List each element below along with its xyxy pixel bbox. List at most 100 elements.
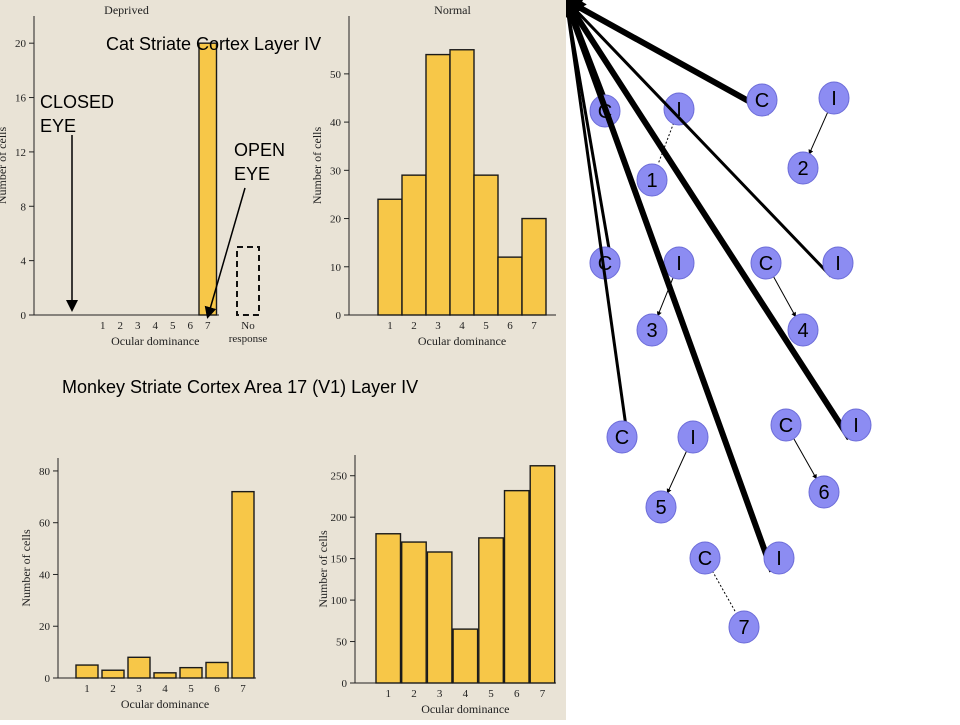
cortical-cell-node-label: 2 bbox=[797, 158, 808, 180]
bar-1 bbox=[377, 198, 403, 316]
chart-3: 0 20 40 60 80 1 2 3 4 5 6 7 Ocular dominance Number o… bbox=[19, 458, 256, 711]
x-tick-label: 6 bbox=[188, 320, 194, 332]
ipsilateral-eye-node-label: I bbox=[676, 99, 682, 121]
bar-6 bbox=[503, 489, 530, 684]
contralateral-eye-node bbox=[770, 408, 802, 442]
cortical-cell-node-label: 1 bbox=[646, 170, 657, 192]
y-tick-label: 250 bbox=[331, 471, 348, 483]
bar-7 bbox=[529, 465, 556, 684]
ipsilateral-eye-node bbox=[840, 408, 872, 442]
bar-5 bbox=[473, 174, 499, 316]
contra-connection bbox=[772, 275, 796, 318]
x-axis-label: Ocular dominance bbox=[111, 334, 199, 348]
x-tick-label: 5 bbox=[483, 320, 489, 332]
cortical-cell-node bbox=[728, 610, 760, 644]
bar-4 bbox=[153, 672, 177, 679]
x-tick-label: 5 bbox=[488, 688, 494, 700]
bar-3 bbox=[426, 551, 453, 684]
cortical-cell-node-label: 7 bbox=[738, 617, 749, 639]
cortical-cell-node bbox=[787, 313, 819, 347]
contralateral-eye-node-label: C bbox=[755, 90, 769, 112]
cortical-cell-node-label: 3 bbox=[646, 320, 657, 342]
cortical-cell-node bbox=[808, 475, 840, 509]
bar-6 bbox=[497, 256, 523, 316]
contra-connection bbox=[711, 570, 737, 613]
no-response-label-line1: No bbox=[241, 320, 255, 332]
bar-4 bbox=[452, 628, 479, 684]
contra-connection bbox=[792, 437, 817, 480]
bar-7 bbox=[231, 490, 255, 679]
y-tick-label: 40 bbox=[39, 569, 51, 581]
y-tick-label: 100 bbox=[331, 595, 348, 607]
contralateral-eye-node bbox=[689, 541, 721, 575]
ocular-dominance-diagram-panel: CI1CI2CI3CI4CI5CI6CI7 bbox=[552, 0, 960, 720]
x-tick-label: 7 bbox=[540, 688, 546, 700]
ipsilateral-eye-node-label: I bbox=[676, 253, 682, 275]
x-tick-label: 1 bbox=[386, 688, 392, 700]
chart-subtitle: Normal bbox=[434, 3, 471, 17]
contralateral-eye-node-label: C bbox=[759, 253, 773, 275]
y-tick-label: 50 bbox=[330, 69, 342, 81]
chart-subtitle: Deprived bbox=[104, 3, 149, 17]
y-tick-label: 0 bbox=[336, 310, 342, 322]
contra-connection bbox=[559, 0, 631, 451]
no-response-label-line2: response bbox=[229, 333, 268, 345]
cortical-cell-node-label: 4 bbox=[797, 320, 808, 342]
x-tick-label: 1 bbox=[100, 320, 106, 332]
y-tick-label: 50 bbox=[336, 637, 348, 649]
open-eye-arrow bbox=[204, 187, 246, 319]
closed-eye-annotation: CLOSED EYE bbox=[40, 90, 114, 138]
diagram-group-3: C I3 bbox=[559, 0, 695, 347]
x-axis-label: Ocular dominance bbox=[418, 334, 506, 348]
y-tick-label: 10 bbox=[330, 262, 342, 274]
x-axis-label: Ocular dominance bbox=[421, 702, 509, 716]
bar-3 bbox=[425, 53, 451, 316]
y-tick-label: 12 bbox=[15, 147, 26, 159]
ipsi-connection bbox=[560, 0, 833, 278]
open-eye-line1: OPEN bbox=[234, 140, 286, 160]
open-eye-line2: EYE bbox=[234, 164, 271, 184]
x-tick-label: 5 bbox=[170, 320, 176, 332]
bar-2 bbox=[101, 669, 125, 679]
ipsilateral-eye-node-label: I bbox=[835, 253, 841, 275]
diagram-group-2: C I 2 bbox=[552, 0, 850, 185]
y-tick-label: 150 bbox=[331, 554, 348, 566]
ipsi-connection bbox=[808, 111, 829, 155]
bar-4 bbox=[449, 49, 475, 316]
bar-7 bbox=[198, 42, 218, 316]
contralateral-eye-node bbox=[606, 420, 638, 454]
ipsilateral-eye-node bbox=[822, 246, 854, 280]
ipsilateral-eye-node bbox=[663, 92, 695, 126]
x-tick-label: 3 bbox=[135, 320, 141, 332]
diagram-group-5: C I 5 bbox=[559, 0, 709, 524]
y-tick-label: 8 bbox=[21, 201, 27, 213]
closed-eye-line2: EYE bbox=[40, 116, 77, 136]
x-axis-label: Ocular dominance bbox=[121, 697, 209, 711]
ipsilateral-eye-node-label: I bbox=[776, 548, 782, 570]
y-tick-label: 16 bbox=[15, 93, 27, 105]
contralateral-eye-node-label: C bbox=[698, 548, 712, 570]
diagram-group-4: C I 4 bbox=[560, 0, 854, 347]
y-tick-label: 40 bbox=[330, 117, 342, 129]
cortical-cell-node-label: 6 bbox=[818, 482, 829, 504]
ipsilateral-eye-node bbox=[677, 420, 709, 454]
bar-5 bbox=[179, 666, 203, 679]
x-tick-label: 3 bbox=[437, 688, 443, 700]
chart-4: 0 50 100 150 200 250 1 2 3 4 5 6 7 Ocular dominance Nu… bbox=[316, 455, 556, 716]
ipsilateral-eye-node bbox=[818, 81, 850, 115]
y-tick-label: 20 bbox=[330, 214, 342, 226]
monkey-chart-title: Monkey Striate Cortex Area 17 (V1) Layer… bbox=[62, 377, 419, 397]
x-tick-label: 2 bbox=[411, 320, 417, 332]
x-tick-label: 7 bbox=[531, 320, 537, 332]
y-tick-label: 20 bbox=[39, 621, 51, 633]
x-tick-label: 1 bbox=[84, 683, 90, 695]
x-tick-label: 2 bbox=[110, 683, 116, 695]
y-axis-label: Number of cells bbox=[316, 530, 330, 608]
y-tick-label: 0 bbox=[342, 678, 348, 690]
y-tick-label: 0 bbox=[21, 310, 27, 322]
ocular-dominance-diagram: CI1CI2CI3CI4CI5CI6CI7 bbox=[552, 0, 872, 644]
x-tick-label: 2 bbox=[118, 320, 124, 332]
contralateral-eye-node bbox=[750, 246, 782, 280]
y-tick-label: 80 bbox=[39, 466, 51, 478]
